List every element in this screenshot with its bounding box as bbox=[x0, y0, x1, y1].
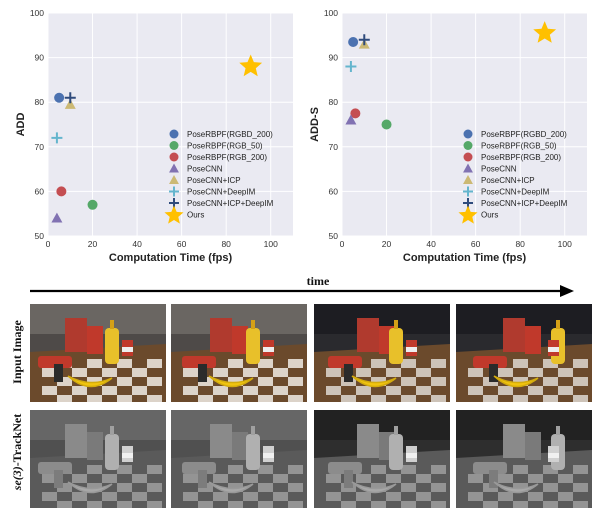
legend-label: PoseRBPF(RGB_200) bbox=[187, 153, 267, 162]
y-tick-label: 80 bbox=[329, 97, 339, 107]
time-label: time bbox=[307, 274, 330, 288]
y-tick-label: 60 bbox=[35, 186, 45, 196]
data-point bbox=[381, 119, 392, 130]
row-label-input-image: Input Image bbox=[10, 319, 24, 383]
data-point bbox=[345, 61, 357, 73]
data-point bbox=[64, 98, 76, 109]
y-tick-label: 50 bbox=[35, 231, 45, 241]
input-image bbox=[314, 304, 450, 402]
tracknet-render bbox=[314, 410, 450, 508]
y-tick-label: 100 bbox=[324, 8, 338, 18]
legend-label: PoseRBPF(RGBD_200) bbox=[187, 130, 273, 139]
data-point bbox=[64, 92, 76, 104]
legend-marker bbox=[169, 152, 179, 162]
legend-marker bbox=[169, 141, 179, 150]
data-point bbox=[348, 36, 359, 47]
y-tick-label: 90 bbox=[329, 53, 339, 63]
legend-label: PoseRBPF(RGB_50) bbox=[187, 142, 263, 151]
legend-marker bbox=[169, 163, 179, 173]
data-point bbox=[56, 186, 67, 197]
legend-label: Ours bbox=[481, 211, 498, 220]
legend-label: PoseRBPF(RGB_50) bbox=[481, 142, 557, 151]
legend-label: PoseRBPF(RGBD_200) bbox=[481, 130, 567, 139]
add-s-chart: 0 20 40 60 80 100 50 60 70 80 90 100 Computation Tim… bbox=[309, 8, 587, 264]
legend-marker bbox=[169, 186, 179, 197]
data-point bbox=[345, 114, 357, 125]
x-tick-label: 20 bbox=[382, 239, 392, 249]
y-tick-label: 70 bbox=[329, 142, 339, 152]
data-point bbox=[239, 54, 263, 77]
data-point bbox=[358, 34, 370, 46]
input-image bbox=[30, 304, 166, 402]
time-arrow: time bbox=[30, 274, 574, 297]
legend-marker bbox=[463, 152, 473, 162]
x-axis-label: Computation Time (fps) bbox=[403, 252, 527, 264]
tracknet-render bbox=[30, 410, 166, 508]
input-image bbox=[456, 304, 592, 402]
x-axis-label: Computation Time (fps) bbox=[109, 252, 233, 264]
legend-label: PoseRBPF(RGB_200) bbox=[481, 153, 561, 162]
legend-label: PoseCNN+ICP+DeepIM bbox=[187, 199, 274, 208]
legend-marker bbox=[463, 175, 473, 184]
x-tick-label: 20 bbox=[88, 239, 98, 249]
x-tick-label: 80 bbox=[221, 239, 231, 249]
row-label-se3-part: se(3) bbox=[10, 466, 24, 491]
legend-label: PoseCNN+ICP bbox=[187, 176, 241, 185]
y-tick-label: 80 bbox=[35, 97, 45, 107]
legend-label: PoseCNN+ICP+DeepIM bbox=[481, 199, 568, 208]
y-tick-label: 90 bbox=[35, 53, 45, 63]
y-tick-label: 60 bbox=[329, 186, 339, 196]
row-label-se3-tracknet: se(3)-TrackNet bbox=[10, 414, 24, 491]
legend-marker bbox=[169, 175, 179, 184]
time-arrow-head bbox=[560, 285, 574, 297]
x-tick-label: 40 bbox=[132, 239, 142, 249]
legend-label: PoseCNN bbox=[481, 165, 517, 174]
legend-marker bbox=[463, 129, 473, 139]
row-label-tracknet-part: -TrackNet bbox=[10, 414, 24, 466]
data-point bbox=[350, 108, 361, 119]
y-axis-label: ADD bbox=[15, 113, 27, 137]
legend-marker bbox=[164, 205, 184, 224]
y-tick-label: 100 bbox=[30, 8, 44, 18]
legend-marker bbox=[463, 141, 473, 150]
data-point bbox=[87, 199, 98, 210]
legend-label: Ours bbox=[187, 211, 204, 220]
legend-label: PoseCNN+ICP bbox=[481, 176, 535, 185]
plot-area bbox=[48, 13, 293, 236]
data-point bbox=[51, 132, 63, 144]
data-point bbox=[533, 21, 557, 43]
x-tick-label: 0 bbox=[340, 239, 345, 249]
legend-marker bbox=[463, 186, 473, 197]
data-point bbox=[54, 92, 65, 103]
y-tick-label: 50 bbox=[329, 231, 339, 241]
legend-label: PoseCNN bbox=[187, 165, 223, 174]
data-point bbox=[51, 212, 63, 223]
tracknet-render bbox=[456, 410, 592, 508]
x-tick-label: 100 bbox=[558, 239, 572, 249]
x-tick-label: 100 bbox=[264, 239, 278, 249]
x-tick-label: 60 bbox=[177, 239, 187, 249]
x-tick-label: 80 bbox=[515, 239, 525, 249]
legend-marker bbox=[458, 205, 478, 224]
y-axis-label: ADD-S bbox=[309, 107, 321, 142]
tracknet-render bbox=[171, 410, 307, 508]
add-chart: 0 20 40 60 80 100 50 60 70 80 90 100 Computation Tim… bbox=[15, 8, 293, 264]
legend-marker bbox=[463, 163, 473, 173]
y-tick-label: 70 bbox=[35, 142, 45, 152]
legend-label: PoseCNN+DeepIM bbox=[481, 188, 550, 197]
photo-grid bbox=[30, 304, 592, 508]
input-image bbox=[171, 304, 307, 402]
x-tick-label: 40 bbox=[426, 239, 436, 249]
x-tick-label: 60 bbox=[471, 239, 481, 249]
legend-label: PoseCNN+DeepIM bbox=[187, 188, 256, 197]
x-tick-label: 0 bbox=[46, 239, 51, 249]
legend-marker bbox=[169, 129, 179, 139]
